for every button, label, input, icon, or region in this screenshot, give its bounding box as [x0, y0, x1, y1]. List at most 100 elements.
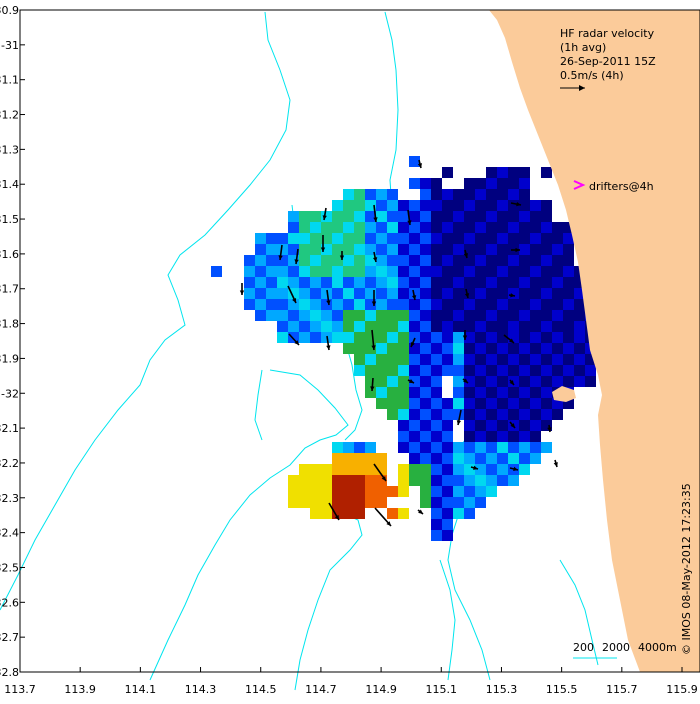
- x-tick-label: 115.3: [486, 683, 518, 696]
- velocity-cell: [519, 321, 530, 332]
- y-tick-label: -32.8: [0, 666, 19, 679]
- velocity-cell: [288, 299, 299, 310]
- velocity-cell: [332, 299, 343, 310]
- velocity-cell: [343, 453, 354, 464]
- velocity-cell: [552, 266, 563, 277]
- velocity-arrow-head: [294, 259, 299, 264]
- velocity-cell: [475, 244, 486, 255]
- velocity-cell: [552, 365, 563, 376]
- velocity-cell: [541, 233, 552, 244]
- velocity-cell: [288, 255, 299, 266]
- velocity-arrows: [239, 159, 558, 527]
- velocity-cell: [365, 464, 376, 475]
- velocity-cell: [475, 222, 486, 233]
- velocity-cell: [541, 376, 552, 387]
- velocity-cell: [310, 244, 321, 255]
- velocity-cell: [464, 420, 475, 431]
- velocity-cell: [464, 332, 475, 343]
- velocity-cell: [365, 222, 376, 233]
- velocity-cell: [310, 211, 321, 222]
- velocity-cell: [365, 497, 376, 508]
- velocity-cell: [541, 321, 552, 332]
- velocity-cell: [508, 233, 519, 244]
- velocity-cell: [453, 354, 464, 365]
- velocity-cell: [552, 343, 563, 354]
- velocity-cell: [464, 365, 475, 376]
- velocity-cell: [508, 277, 519, 288]
- drifters-label: drifters@4h: [589, 180, 654, 193]
- velocity-cell: [376, 497, 387, 508]
- velocity-cell: [552, 332, 563, 343]
- velocity-cell: [398, 222, 409, 233]
- velocity-cell: [354, 332, 365, 343]
- velocity-cell: [464, 288, 475, 299]
- velocity-arrow-head: [407, 220, 412, 225]
- velocity-cell: [563, 398, 574, 409]
- velocity-cell: [497, 233, 508, 244]
- velocity-cell: [453, 387, 464, 398]
- y-tick-label: -31.3: [0, 143, 19, 156]
- velocity-cell: [519, 288, 530, 299]
- velocity-cell: [332, 277, 343, 288]
- velocity-cell: [431, 464, 442, 475]
- velocity-cell: [563, 354, 574, 365]
- velocity-cell: [442, 222, 453, 233]
- velocity-cell: [387, 222, 398, 233]
- velocity-cell: [420, 310, 431, 321]
- velocity-cell: [420, 288, 431, 299]
- velocity-cell: [497, 354, 508, 365]
- velocity-cell: [442, 365, 453, 376]
- velocity-cell: [343, 310, 354, 321]
- velocity-cell: [486, 398, 497, 409]
- velocity-cell: [409, 464, 420, 475]
- velocity-cell: [497, 365, 508, 376]
- velocity-cell: [299, 288, 310, 299]
- velocity-cell: [519, 453, 530, 464]
- velocity-cell: [519, 222, 530, 233]
- velocity-cell: [475, 277, 486, 288]
- velocity-cell: [343, 321, 354, 332]
- velocity-cell: [321, 255, 332, 266]
- velocity-cell: [519, 200, 530, 211]
- velocity-cell: [486, 178, 497, 189]
- x-tick-label: 113.7: [4, 683, 36, 696]
- velocity-cell: [332, 486, 343, 497]
- velocity-cell: [442, 343, 453, 354]
- velocity-cell: [332, 266, 343, 277]
- velocity-cell: [508, 442, 519, 453]
- x-tick-label: 114.1: [125, 683, 157, 696]
- velocity-cell: [519, 442, 530, 453]
- velocity-cell: [530, 387, 541, 398]
- velocity-cell: [552, 376, 563, 387]
- velocity-cell: [266, 255, 277, 266]
- velocity-cell: [508, 409, 519, 420]
- velocity-cell: [431, 387, 442, 398]
- velocity-cell: [442, 354, 453, 365]
- velocity-cell: [299, 222, 310, 233]
- velocity-cell: [453, 442, 464, 453]
- velocity-cell: [409, 255, 420, 266]
- velocity-cell: [486, 464, 497, 475]
- velocity-cell: [453, 222, 464, 233]
- velocity-cell: [365, 354, 376, 365]
- velocity-cell: [508, 332, 519, 343]
- velocity-cell: [464, 299, 475, 310]
- velocity-cell: [354, 277, 365, 288]
- velocity-cell: [365, 233, 376, 244]
- velocity-cell: [519, 398, 530, 409]
- velocity-cell: [266, 244, 277, 255]
- legend-subtitle: (1h avg): [560, 41, 606, 54]
- velocity-cell: [288, 497, 299, 508]
- velocity-cell: [475, 310, 486, 321]
- velocity-cell: [376, 200, 387, 211]
- velocity-cell: [486, 387, 497, 398]
- velocity-cell: [266, 310, 277, 321]
- velocity-cell: [541, 420, 552, 431]
- velocity-cell: [354, 497, 365, 508]
- velocity-cell: [530, 255, 541, 266]
- velocity-cell: [376, 475, 387, 486]
- velocity-cell: [409, 475, 420, 486]
- velocity-cell: [508, 255, 519, 266]
- velocity-cell: [365, 288, 376, 299]
- velocity-cell: [530, 343, 541, 354]
